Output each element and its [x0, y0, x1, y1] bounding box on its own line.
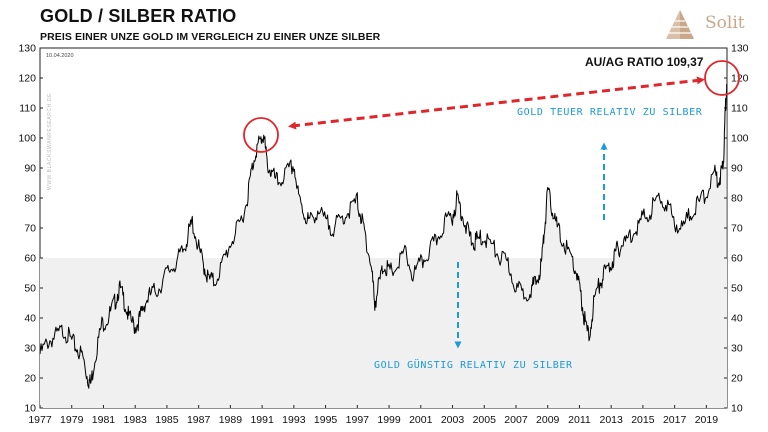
y-tick-left: 90: [24, 163, 36, 175]
y-tick-left: 40: [24, 313, 36, 325]
chart-subtitle: PREIS EINER UNZE GOLD IM VERGLEICH ZU EI…: [40, 31, 381, 43]
x-tick-label: 2019: [695, 414, 719, 426]
y-tick-right: 50: [731, 283, 743, 295]
y-tick-right: 40: [731, 313, 743, 325]
y-tick-right: 70: [731, 223, 743, 235]
x-tick-label: 1985: [155, 414, 179, 426]
y-tick-right: 30: [731, 343, 743, 355]
x-tick-label: 1989: [219, 414, 243, 426]
y-tick-left: 10: [24, 403, 36, 415]
x-tick-label: 2001: [409, 414, 433, 426]
watermark: WWW.BLACKSWANRESEARCH.DE: [47, 93, 53, 190]
y-tick-right: 90: [731, 163, 743, 175]
expensive-label: GOLD TEUER RELATIV ZU SILBER: [517, 107, 703, 118]
logo-text: Solit: [705, 13, 745, 33]
x-tick-label: 1979: [60, 414, 84, 426]
x-tick-label: 1991: [250, 414, 274, 426]
y-tick-left: 70: [24, 223, 36, 235]
y-tick-right: 80: [731, 193, 743, 205]
y-tick-right: 60: [731, 253, 743, 265]
x-tick-label: 1977: [28, 414, 52, 426]
x-tick-label: 1995: [314, 414, 338, 426]
x-tick-label: 1983: [124, 414, 148, 426]
y-tick-left: 110: [19, 103, 36, 115]
x-tick-label: 2017: [663, 414, 687, 426]
y-tick-left: 120: [18, 73, 36, 85]
y-tick-left: 80: [24, 193, 36, 205]
y-tick-left: 100: [18, 133, 36, 145]
above-60-area: [40, 84, 727, 258]
x-tick-label: 2015: [631, 414, 655, 426]
x-tick-label: 1997: [346, 414, 370, 426]
x-tick-label: 2009: [536, 414, 560, 426]
x-tick-label: 2007: [504, 414, 528, 426]
peak-2020-circle: [704, 60, 740, 96]
cheap-label: GOLD GÜNSTIG RELATIV ZU SILBER: [374, 358, 573, 371]
y-tick-right: 100: [731, 133, 749, 145]
y-tick-left: 20: [24, 373, 36, 385]
y-tick-left: 60: [24, 253, 36, 265]
x-tick-label: 1987: [187, 414, 211, 426]
x-tick-label: 2011: [568, 414, 591, 426]
below-60-band: [40, 258, 727, 408]
y-tick-right: 110: [731, 103, 748, 115]
y-tick-left: 30: [24, 343, 36, 355]
y-tick-right: 20: [731, 373, 743, 385]
x-tick-label: 1999: [377, 414, 401, 426]
y-tick-right: 130: [731, 43, 749, 55]
peak-1991-circle: [243, 117, 279, 153]
y-tick-left: 50: [24, 283, 36, 295]
comparison-arrow: [288, 76, 705, 130]
x-tick-label: 1981: [92, 414, 116, 426]
x-tick-label: 2013: [599, 414, 623, 426]
x-tick-label: 2005: [473, 414, 497, 426]
chart-title: GOLD / SILBER RATIO: [40, 6, 237, 26]
x-tick-label: 2003: [441, 414, 465, 426]
y-tick-left: 130: [18, 43, 36, 55]
x-tick-label: 1993: [282, 414, 306, 426]
ratio-label: AU/AG RATIO 109,37: [585, 55, 704, 69]
ratio-series-line: [39, 83, 728, 389]
date-label: 10.04.2020: [46, 53, 74, 59]
pyramid-logo-icon: [666, 10, 694, 39]
y-tick-right: 10: [731, 403, 743, 415]
